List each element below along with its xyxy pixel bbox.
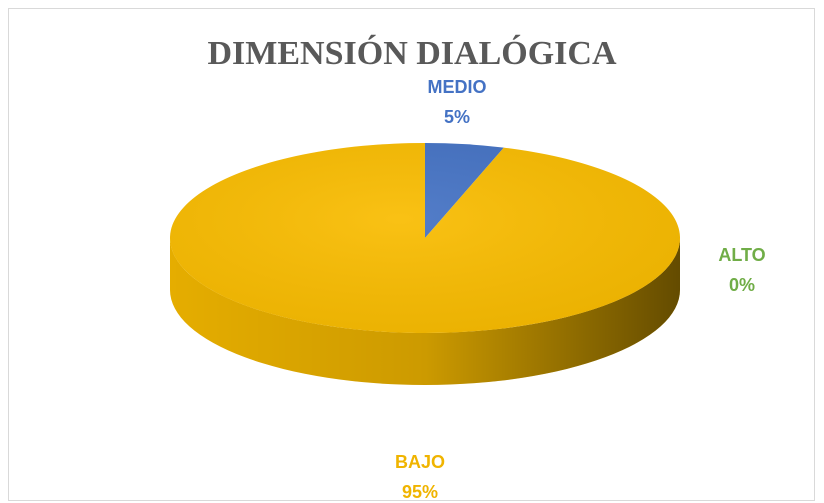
category-label: BAJO (395, 452, 445, 472)
pie-top-shade (170, 143, 680, 333)
value-label: 0% (729, 275, 755, 295)
category-label: ALTO (718, 245, 765, 265)
pie-side-shade (170, 238, 680, 385)
value-label: 95% (402, 482, 438, 502)
value-label: 5% (444, 107, 470, 127)
category-label: MEDIO (427, 77, 486, 97)
chart-title: DIMENSIÓN DIALÓGICA (208, 34, 617, 72)
